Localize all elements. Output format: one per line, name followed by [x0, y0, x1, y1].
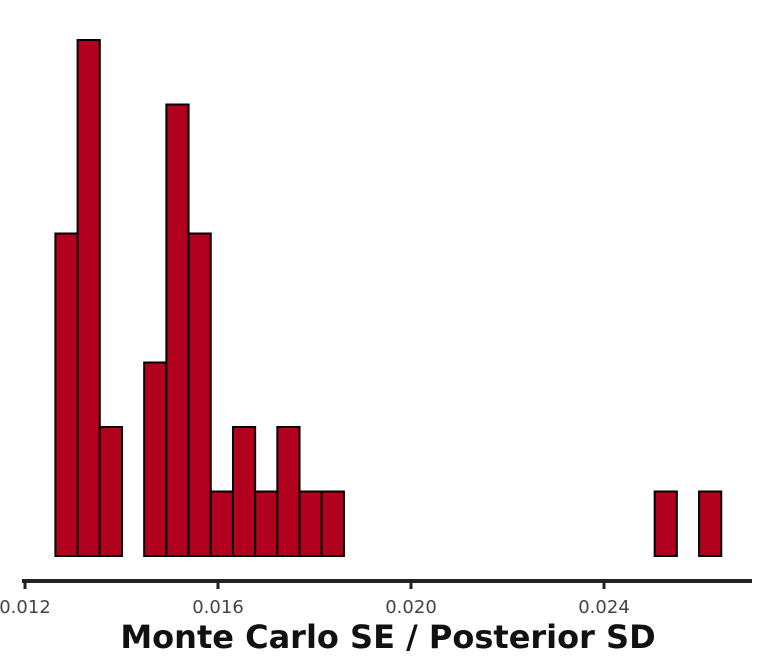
histogram-bar [98, 426, 123, 557]
histogram-bar [320, 490, 345, 557]
histogram-bar [698, 490, 723, 557]
histogram-bar [231, 426, 257, 557]
histogram-bars [54, 39, 723, 557]
histogram-bar [187, 232, 212, 557]
x-axis-ticks: 0.012 0.016 0.020 0.024 [0, 581, 630, 618]
histogram-bar [254, 490, 279, 557]
x-tick-label: 0.020 [385, 597, 437, 618]
histogram-bar [165, 103, 190, 557]
x-tick-label: 0.024 [578, 597, 630, 618]
x-tick-label: 0.016 [192, 597, 244, 618]
x-axis-title: Monte Carlo SE / Posterior SD [120, 618, 655, 656]
histogram-bar [276, 426, 301, 557]
histogram-bar [76, 39, 101, 557]
histogram-bar [298, 490, 323, 557]
histogram-bar [653, 490, 678, 557]
histogram-bar [143, 361, 168, 557]
histogram-bar [209, 490, 234, 557]
x-tick-label: 0.012 [0, 597, 51, 618]
histogram-bar [54, 232, 79, 557]
